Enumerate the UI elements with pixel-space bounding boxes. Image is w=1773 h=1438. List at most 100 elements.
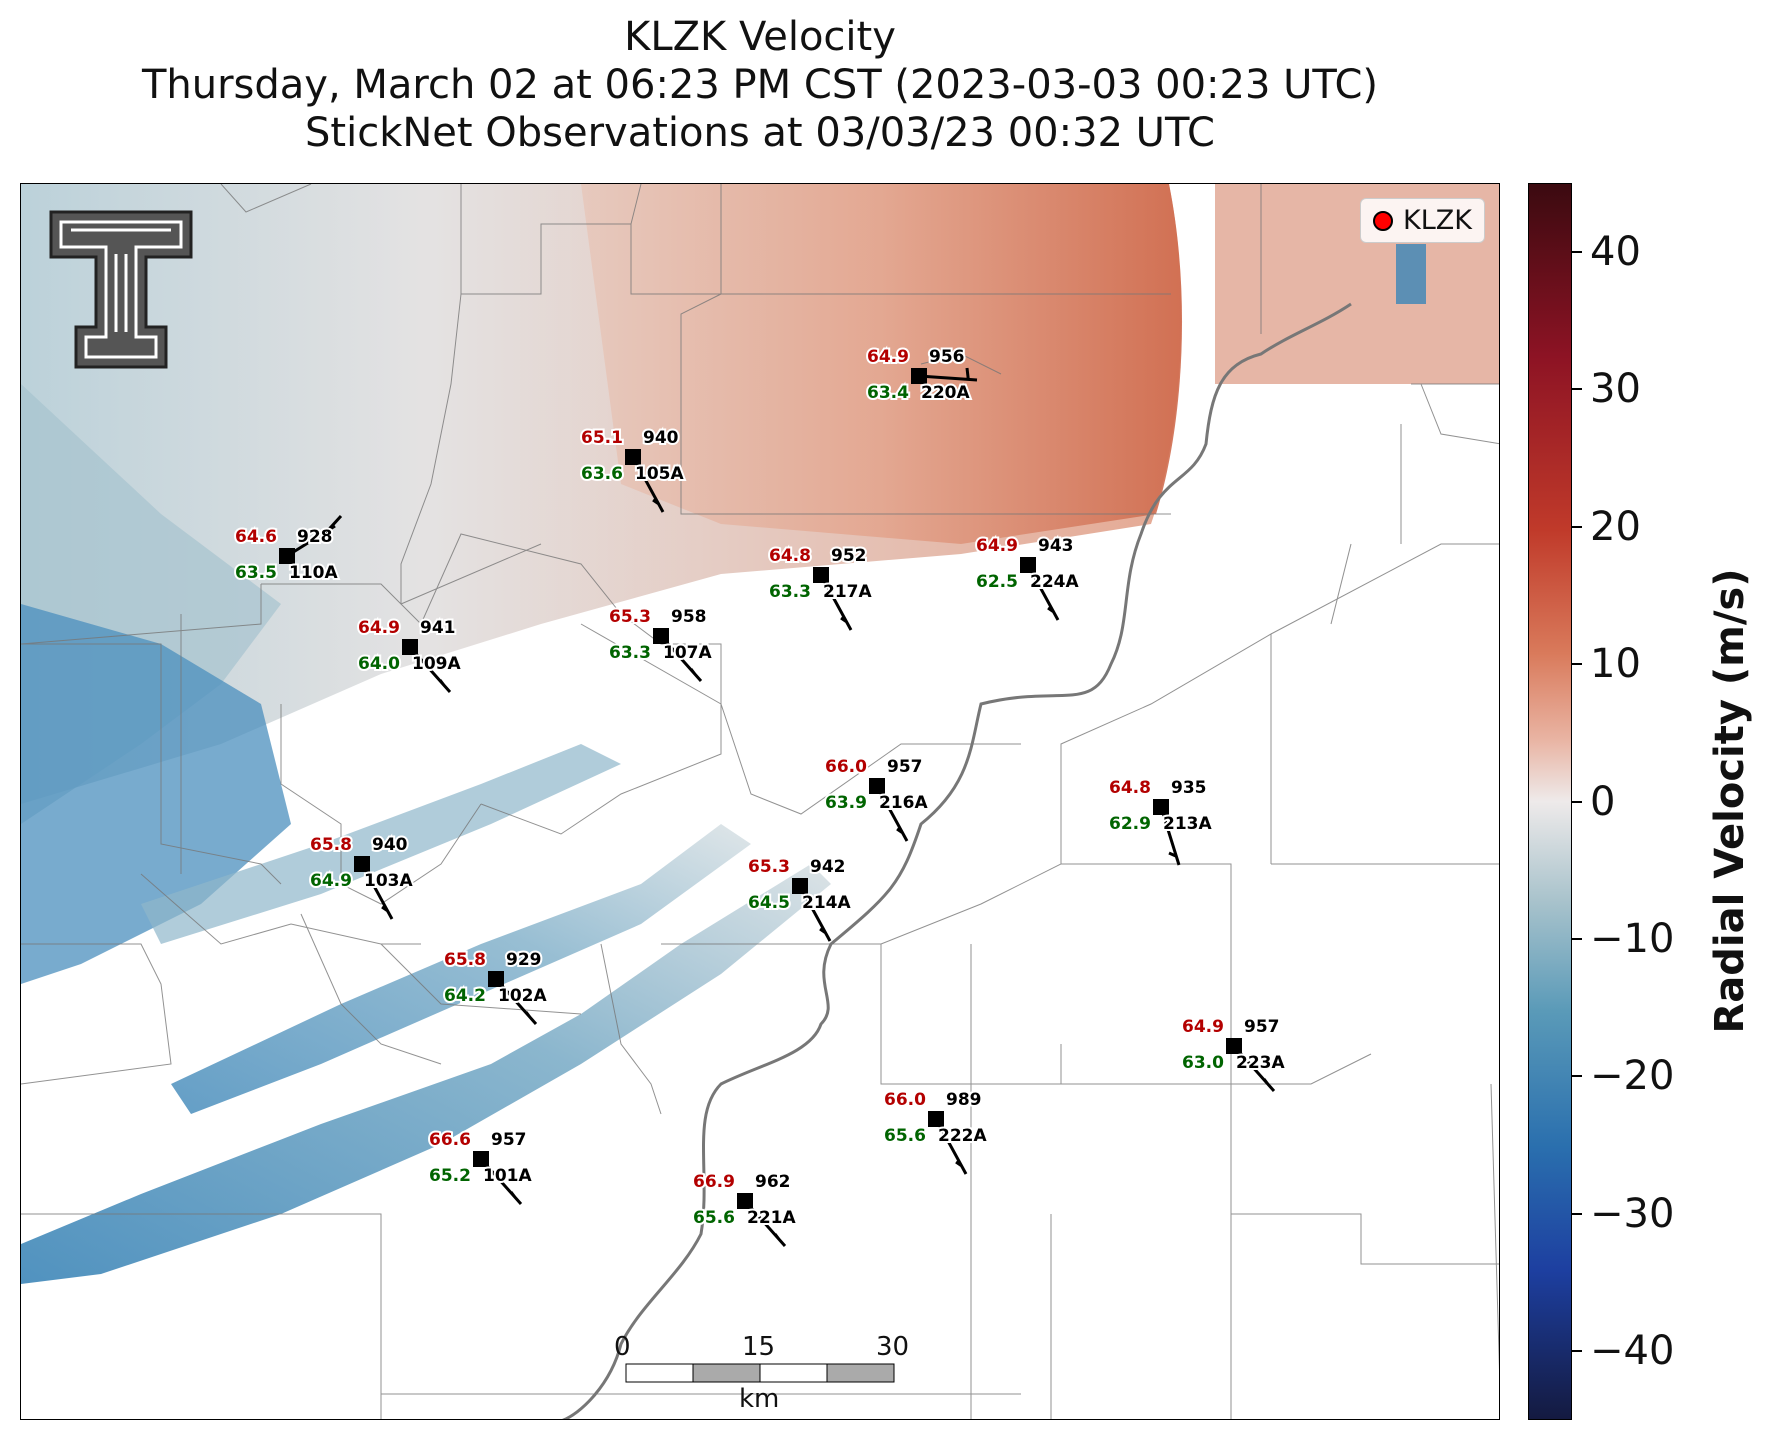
wind-barb: [798, 885, 832, 942]
station-temperature: 66.6: [429, 1130, 471, 1150]
colorbar-tick-label: 30: [1590, 366, 1641, 413]
station-marker: [653, 628, 669, 644]
colorbar-tick: [1572, 1212, 1582, 1215]
wind-barb: [1026, 564, 1060, 621]
station-dewpoint: 63.3: [609, 643, 651, 663]
station-temperature: 64.9: [358, 618, 400, 638]
station-temperature: 66.0: [884, 1090, 926, 1110]
station-plot-217A[interactable]: 64.8 952 63.3 217A: [767, 544, 874, 631]
station-temperature: 65.8: [444, 950, 486, 970]
station-name: 213A: [1163, 814, 1212, 834]
station-plot-101A[interactable]: 66.6 957 65.2 101A: [427, 1128, 534, 1205]
station-dewpoint: 64.2: [444, 986, 486, 1006]
station-temperature: 66.9: [693, 1172, 735, 1192]
station-dewpoint: 64.5: [748, 893, 790, 913]
radar-map[interactable]: 0 15 30 km 64.9 956 63.4 220A 65.1 940 63.6 105…: [20, 183, 1500, 1420]
station-dewpoint: 62.9: [1109, 814, 1151, 834]
station-pressure: 957: [491, 1130, 527, 1150]
station-name: 102A: [498, 986, 547, 1006]
scale-tick-30: 30: [876, 1332, 910, 1362]
station-marker: [625, 449, 641, 465]
scale-unit: km: [739, 1384, 780, 1414]
station-name: 103A: [364, 871, 413, 891]
station-name: 101A: [483, 1166, 532, 1186]
colorbar-tick: [1572, 937, 1582, 940]
station-marker: [354, 856, 370, 872]
station-marker: [279, 548, 295, 564]
station-plot-107A[interactable]: 65.3 958 63.3 107A: [607, 605, 714, 682]
colorbar-tick-label: 0: [1590, 778, 1616, 825]
station-name: 224A: [1030, 572, 1079, 592]
wind-barb: [1159, 806, 1181, 866]
station-pressure: 943: [1038, 536, 1074, 556]
wind-barb: [934, 1118, 968, 1175]
station-plot-109A[interactable]: 64.9 941 64.0 109A: [356, 616, 463, 693]
wind-barb: [875, 785, 909, 842]
station-name: 221A: [747, 1208, 796, 1228]
station-dewpoint: 63.4: [867, 383, 909, 403]
station-temperature: 65.1: [581, 428, 623, 448]
colorbar-tick: [1572, 663, 1582, 666]
station-plot-110A[interactable]: 64.6 928 63.5 110A: [233, 514, 343, 585]
station-marker: [1153, 799, 1169, 815]
station-pressure: 962: [755, 1172, 791, 1192]
station-temperature: 64.9: [976, 536, 1018, 556]
station-plot-222A[interactable]: 66.0 989 65.6 222A: [882, 1088, 989, 1175]
station-marker: [402, 639, 418, 655]
station-temperature: 65.3: [748, 857, 790, 877]
station-plot-223A[interactable]: 64.9 957 63.0 223A: [1180, 1015, 1287, 1092]
station-pressure: 942: [810, 857, 846, 877]
station-plot-216A[interactable]: 66.0 957 63.9 216A: [823, 755, 930, 842]
colorbar-tick-label: −20: [1590, 1053, 1675, 1100]
title-line-1: KLZK Velocity: [624, 14, 896, 60]
station-marker: [1226, 1038, 1242, 1054]
station-pressure: 935: [1171, 778, 1207, 798]
colorbar-title: Radial Velocity (m/s): [1707, 568, 1753, 1034]
colorbar-tick-label: 20: [1590, 503, 1641, 550]
colorbar: [1528, 183, 1572, 1420]
station-name: 217A: [823, 582, 872, 602]
colorbar-tick-label: −30: [1590, 1190, 1675, 1237]
radar-site-marker: [1373, 210, 1394, 231]
station-temperature: 65.3: [609, 607, 651, 627]
scale-tick-15: 15: [742, 1332, 776, 1362]
station-dewpoint: 65.6: [884, 1126, 926, 1146]
station-plot-102A[interactable]: 65.8 929 64.2 102A: [442, 948, 549, 1025]
legend: KLZK: [1360, 198, 1485, 243]
station-name: 107A: [663, 643, 712, 663]
station-plot-220A[interactable]: 64.9 956 63.4 220A: [865, 345, 978, 405]
scale-bar: [625, 1363, 895, 1383]
station-dewpoint: 63.0: [1182, 1053, 1224, 1073]
colorbar-tick-label: 40: [1590, 228, 1641, 275]
colorbar-tick-label: 10: [1590, 641, 1641, 688]
station-dewpoint: 64.0: [358, 654, 400, 674]
station-pressure: 956: [929, 347, 965, 367]
texas-tech-double-t-logo: [49, 210, 193, 369]
station-plot-221A[interactable]: 66.9 962 65.6 221A: [691, 1170, 798, 1247]
station-pressure: 941: [420, 618, 456, 638]
station-temperature: 64.8: [1109, 778, 1151, 798]
station-temperature: 66.0: [825, 757, 867, 777]
station-pressure: 989: [946, 1090, 982, 1110]
station-plot-213A[interactable]: 64.8 935 62.9 213A: [1107, 776, 1214, 866]
scale-tick-0: 0: [614, 1332, 631, 1362]
stations-layer: 64.9 956 63.4 220A 65.1 940 63.6 105A 64.6 928 63.…: [233, 345, 1287, 1247]
wind-barb: [360, 863, 394, 920]
station-name: 109A: [412, 654, 461, 674]
station-name: 222A: [938, 1126, 987, 1146]
station-plot-105A[interactable]: 65.1 940 63.6 105A: [579, 426, 686, 513]
station-pressure: 958: [671, 607, 707, 627]
station-plot-103A[interactable]: 65.8 940 64.9 103A: [308, 833, 415, 920]
colorbar-tick: [1572, 800, 1582, 803]
station-marker: [911, 368, 927, 384]
station-pressure: 929: [506, 950, 542, 970]
station-marker: [792, 878, 808, 894]
station-pressure: 952: [831, 546, 867, 566]
station-plot-224A[interactable]: 64.9 943 62.5 224A: [974, 534, 1081, 621]
colorbar-tick-label: −10: [1590, 915, 1675, 962]
station-marker: [869, 778, 885, 794]
station-name: 214A: [802, 893, 851, 913]
station-plot-214A[interactable]: 65.3 942 64.5 214A: [746, 855, 853, 942]
station-marker: [928, 1111, 944, 1127]
station-pressure: 940: [643, 428, 679, 448]
